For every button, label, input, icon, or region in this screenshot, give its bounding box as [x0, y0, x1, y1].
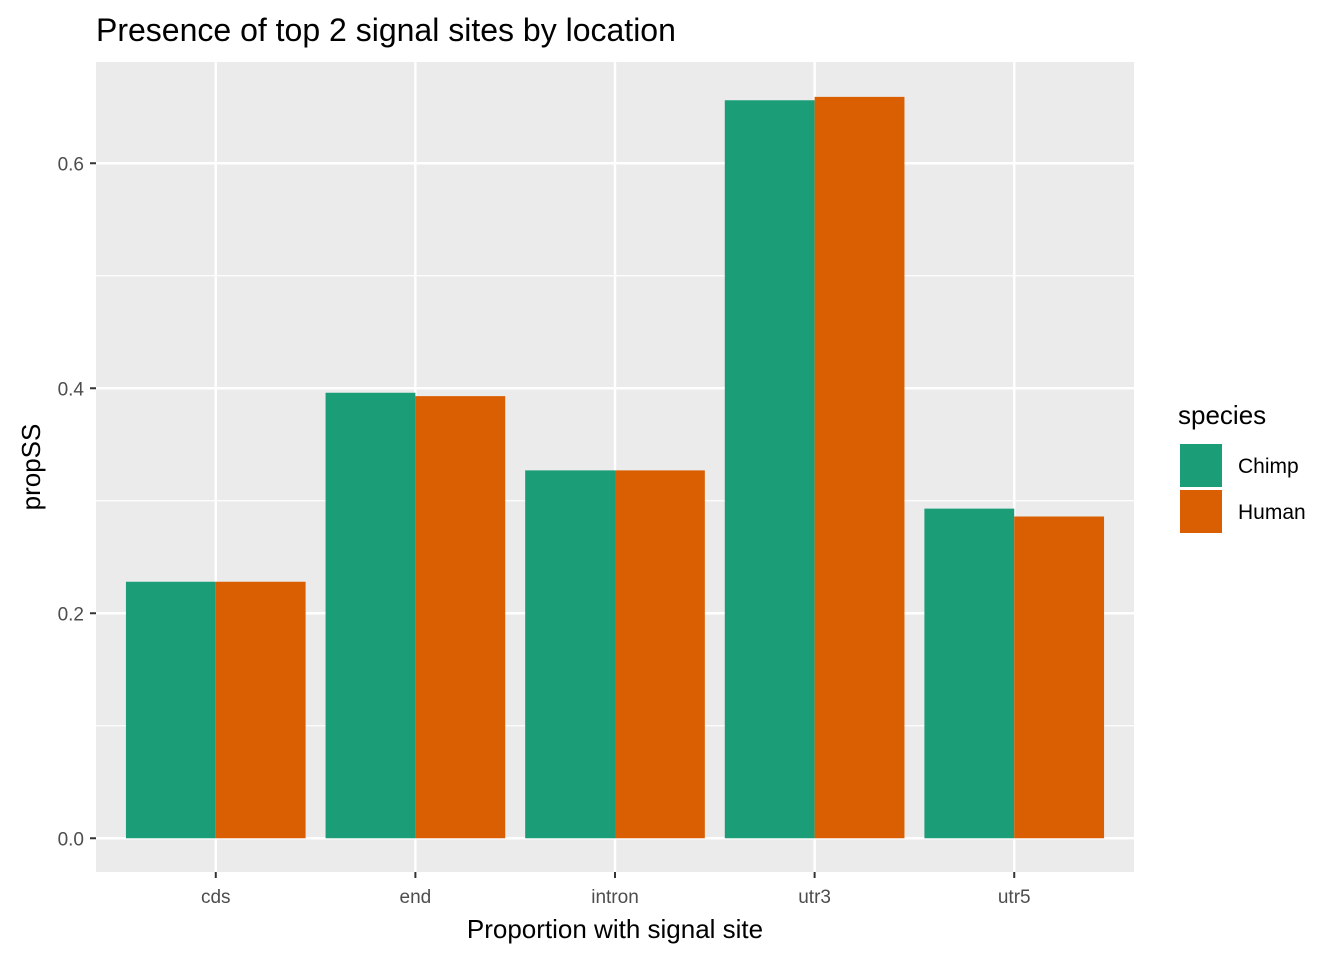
chart-title: Presence of top 2 signal sites by locati…	[96, 12, 676, 48]
bar-chimp-intron	[525, 470, 615, 839]
bar-human-end	[415, 396, 506, 839]
bar-chimp-utr3	[724, 100, 815, 839]
y-tick-label: 0.0	[58, 829, 84, 850]
x-axis: cds end intron utr3 utr5	[201, 872, 1031, 908]
x-tick-label: utr3	[798, 887, 831, 908]
bar-chimp-cds	[125, 581, 216, 839]
y-tick-label: 0.4	[58, 379, 85, 400]
legend-key-human	[1180, 490, 1222, 533]
bar-chimp-end	[325, 392, 416, 839]
legend: species Chimp Human	[1178, 400, 1306, 533]
bar-human-utr5	[1014, 516, 1105, 839]
bars	[125, 96, 1105, 839]
legend-label-chimp: Chimp	[1238, 455, 1299, 478]
x-tick-label: utr5	[998, 887, 1031, 908]
bar-human-utr3	[814, 96, 905, 839]
y-tick-label: 0.2	[58, 604, 84, 625]
y-tick-label: 0.6	[58, 154, 84, 175]
x-tick-label: end	[400, 887, 432, 908]
legend-title: species	[1178, 400, 1266, 430]
legend-label-human: Human	[1238, 501, 1306, 524]
bar-human-intron	[615, 470, 705, 839]
bar-chimp-utr5	[924, 508, 1015, 839]
x-axis-title: Proportion with signal site	[467, 914, 763, 944]
x-tick-label: intron	[591, 887, 639, 908]
y-axis: 0.0 0.2 0.4 0.6	[58, 154, 96, 850]
legend-key-chimp	[1180, 444, 1222, 487]
bar-human-cds	[215, 581, 306, 839]
y-axis-title: propSS	[16, 424, 46, 511]
x-tick-label: cds	[201, 887, 231, 908]
